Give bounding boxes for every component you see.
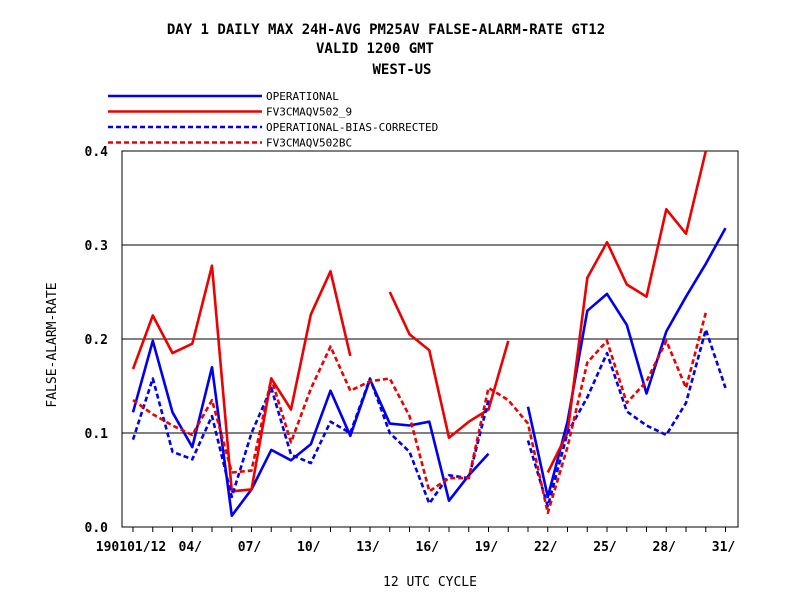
x-axis-ticks: 190101/12 04/07/10/13/16/19/22/25/28/31/: [96, 527, 736, 555]
y-tick-label: 0.4: [85, 145, 109, 160]
x-tick-label: 31/: [712, 540, 736, 555]
x-tick-label: 10/: [297, 540, 321, 555]
x-tick-label: 28/: [653, 540, 677, 555]
series-layer: [131, 150, 727, 518]
legend-label: OPERATIONAL: [266, 90, 339, 103]
legend-label: OPERATIONAL-BIAS-CORRECTED: [266, 121, 438, 134]
chart-title-line-1: DAY 1 DAILY MAX 24H-AVG PM25AV FALSE-ALA…: [167, 22, 605, 38]
x-tick-label: 25/: [593, 540, 617, 555]
x-tick-label: 190101/12: [96, 540, 166, 555]
y-tick-label: 0.1: [85, 427, 109, 442]
gridlines: [122, 244, 738, 434]
chart-title-line-3: WEST-US: [372, 62, 431, 78]
series-line-fv3cmaqv502-9: [546, 150, 708, 474]
legend-label: FV3CMAQV502BC: [266, 137, 352, 150]
x-tick-label: 16/: [416, 540, 440, 555]
legend-label: FV3CMAQV502_9: [266, 106, 352, 119]
x-tick-label: 22/: [534, 540, 558, 555]
series-line-operational-bias-corrected: [526, 328, 727, 508]
y-tick-label: 0.0: [85, 521, 109, 536]
x-tick-label: 19/: [475, 540, 499, 555]
series-line-fv3cmaqv502-9: [131, 264, 352, 493]
series-line-operational: [131, 339, 490, 518]
series-line-operational-bias-corrected: [131, 377, 490, 505]
y-tick-label: 0.3: [85, 239, 108, 254]
x-axis-label: 12 UTC CYCLE: [383, 575, 477, 590]
x-tick-label: 13/: [356, 540, 380, 555]
chart-title-line-2: VALID 1200 GMT: [316, 41, 434, 57]
x-tick-label: 07/: [238, 540, 262, 555]
y-tick-label: 0.2: [85, 333, 108, 348]
series-line-fv3cmaqv502bc: [132, 312, 708, 515]
chart-legend: OPERATIONAL FV3CMAQV502_9 OPERATIONAL-BIAS…: [108, 90, 438, 150]
y-axis-label: FALSE-ALARM-RATE: [45, 282, 60, 407]
series-line-fv3cmaqv502-9: [388, 291, 510, 440]
y-axis-ticks: 0.0 0.1 0.2 0.3 0.4: [85, 145, 109, 536]
x-tick-label: 04/: [179, 540, 203, 555]
